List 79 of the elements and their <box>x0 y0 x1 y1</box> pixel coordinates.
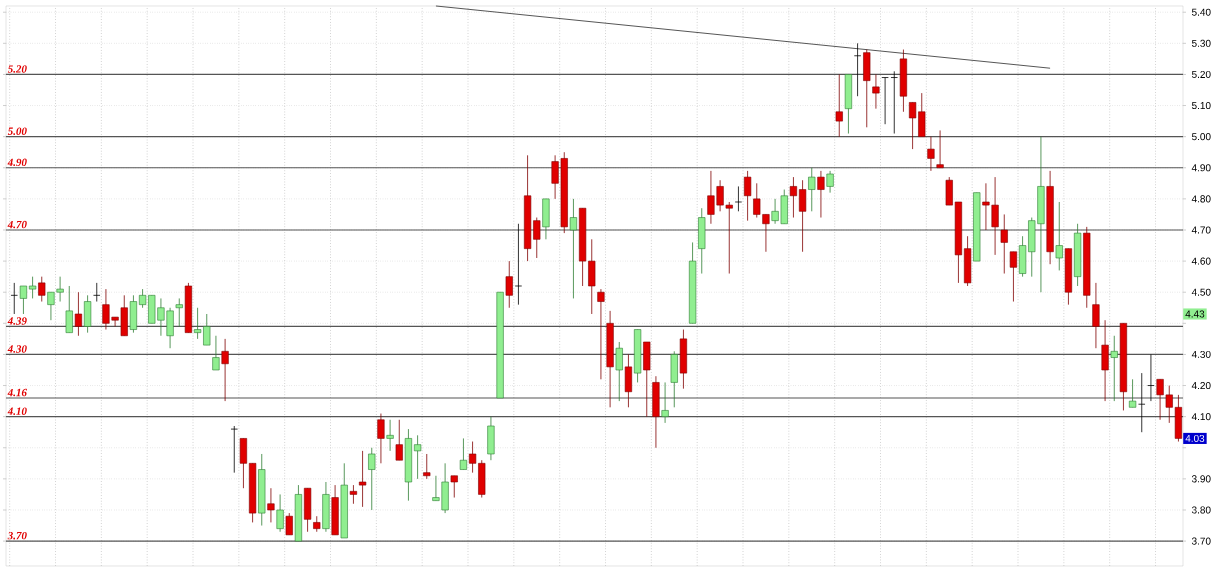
y-tick-label: 5.40 <box>1191 8 1211 16</box>
candlestick <box>459 438 468 470</box>
candlestick <box>853 42 862 97</box>
ref-line-label: 4.10 <box>7 407 27 415</box>
candlestick <box>1110 335 1118 402</box>
candlestick <box>1055 201 1063 271</box>
candlestick <box>1009 251 1018 302</box>
candlestick <box>798 179 807 253</box>
annotation: 4.03 <box>1185 434 1205 442</box>
candlestick <box>19 285 28 315</box>
y-tick-label: 3.80 <box>1191 506 1211 514</box>
candlestick <box>789 176 798 218</box>
ref-line-label: 4.90 <box>7 158 27 167</box>
candlestick <box>276 494 284 533</box>
candlestick <box>38 276 46 302</box>
y-tick-label: 4.70 <box>1191 226 1211 234</box>
y-tick-label: 3.90 <box>1191 475 1211 483</box>
candlestick <box>65 285 73 334</box>
annotation: 4.43 <box>1185 310 1205 318</box>
ref-line-label: 5.00 <box>7 127 27 135</box>
candlestick <box>386 419 394 452</box>
candlestick <box>872 74 880 110</box>
candlestick <box>615 341 623 402</box>
ref-line-label: 3.70 <box>7 531 27 540</box>
y-tick-label: 4.30 <box>1191 350 1211 358</box>
candlestick <box>927 136 935 172</box>
candlestick <box>881 77 889 125</box>
y-tick-label: 3.70 <box>1191 537 1211 545</box>
candlestick <box>826 170 834 194</box>
candlestick <box>597 288 605 380</box>
candlestick <box>450 475 458 498</box>
candlestick <box>93 282 101 302</box>
candlestick <box>349 484 358 505</box>
ref-line-label: 5.20 <box>7 65 27 73</box>
y-tick-label: 4.80 <box>1191 195 1211 203</box>
y-tick-label: 5.00 <box>1191 133 1211 141</box>
candlestick <box>661 382 669 424</box>
candlestick <box>358 450 367 508</box>
candlestick <box>28 276 37 299</box>
candlestick <box>1128 378 1137 408</box>
candlestick <box>505 260 513 309</box>
ref-line-label: 4.16 <box>7 388 27 397</box>
candlestick <box>413 434 422 480</box>
candlestick <box>212 335 220 371</box>
ref-line-label: 4.30 <box>7 345 27 353</box>
candlestick <box>368 447 376 511</box>
candlestick <box>74 291 83 337</box>
candlestick <box>221 338 229 402</box>
candlestick <box>514 223 523 306</box>
candlestick <box>377 413 385 464</box>
candlestick <box>423 453 431 480</box>
candlestick <box>1138 372 1146 433</box>
candlestick <box>569 198 578 299</box>
candlestick <box>10 282 18 315</box>
y-tick-label: 5.30 <box>1191 39 1211 47</box>
y-tick-label: 4.50 <box>1191 288 1211 296</box>
candlestick <box>230 425 238 474</box>
y-tick-label: 4.60 <box>1191 257 1211 265</box>
y-tick-label: 4.10 <box>1191 413 1211 421</box>
candlestick <box>395 419 403 461</box>
candlestick <box>734 186 743 212</box>
candlestick <box>1000 214 1008 274</box>
ref-line-label: 4.70 <box>7 220 27 229</box>
y-tick-label: 5.20 <box>1191 70 1211 78</box>
candlestick <box>1092 282 1100 349</box>
y-tick-label: 4.20 <box>1191 382 1211 390</box>
candlestick <box>890 70 898 134</box>
ref-line-label: 4.39 <box>7 317 27 325</box>
candlestick <box>936 130 944 169</box>
candlestick <box>267 487 275 523</box>
candlestick <box>285 512 293 536</box>
candlestick <box>817 170 825 218</box>
candlestick <box>175 298 183 327</box>
candlestick <box>808 167 816 212</box>
candlestick <box>835 74 843 138</box>
y-tick-label: 4.90 <box>1191 164 1211 172</box>
candlestick <box>743 170 752 222</box>
y-tick-label: 5.10 <box>1191 102 1211 110</box>
candlestick <box>1147 354 1155 402</box>
